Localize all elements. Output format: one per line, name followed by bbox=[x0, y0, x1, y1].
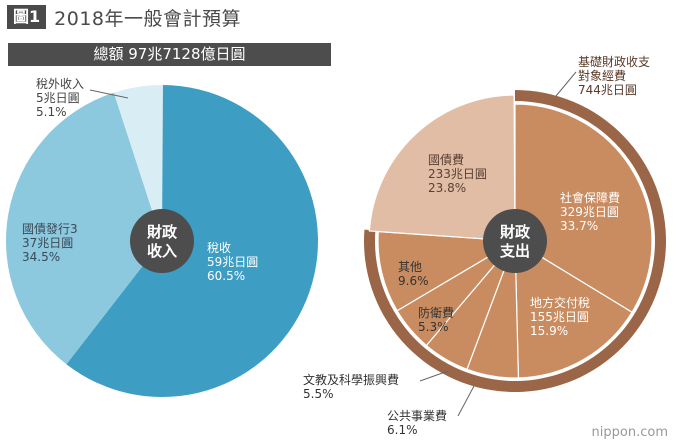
label-other: 其他 9.6% bbox=[398, 260, 429, 288]
label-debt-service-line: 23.8% bbox=[428, 181, 466, 195]
label-debt-service-line: 233兆日圓 bbox=[428, 167, 487, 181]
expenditure-slice-6 bbox=[368, 94, 516, 242]
label-bond-issuance-line: 34.5% bbox=[22, 250, 60, 264]
expenditure-pie: 財政支出 bbox=[363, 90, 666, 392]
revenue-slice-2 bbox=[113, 85, 163, 242]
label-other-line: 9.6% bbox=[398, 274, 429, 288]
leader-primary-balance bbox=[555, 71, 577, 97]
leader-non-tax bbox=[89, 89, 129, 99]
expenditure-slice-1 bbox=[514, 239, 633, 379]
label-public-works-line: 6.1% bbox=[387, 423, 418, 437]
label-primary-balance-line: 744兆日圓 bbox=[578, 83, 637, 97]
label-tax-revenue-line: 稅收 bbox=[207, 241, 231, 255]
label-local-allocation-line: 15.9% bbox=[530, 324, 568, 338]
figure-header: 圖1 2018年一般會計預算 bbox=[7, 4, 241, 30]
revenue-center-line: 收入 bbox=[147, 242, 177, 260]
total-budget-bar: 總額 97兆7128億日圓 bbox=[8, 43, 331, 66]
label-defense: 防衛費 5.3% bbox=[418, 305, 454, 334]
label-primary-balance-line: 對象經費 bbox=[578, 68, 626, 83]
expenditure-center-label: 財政支出 bbox=[499, 223, 531, 260]
label-tax-revenue: 稅收 59兆日圓 60.5% bbox=[207, 241, 258, 283]
figure-title: 2018年一般會計預算 bbox=[54, 7, 241, 30]
label-tax-revenue-line: 60.5% bbox=[207, 269, 245, 283]
label-primary-balance: 基礎財政收支對象經費 744兆日圓 bbox=[578, 54, 650, 97]
label-public-works: 公共事業費 6.1% bbox=[387, 408, 447, 437]
label-public-works-line: 公共事業費 bbox=[387, 408, 447, 423]
chart-labels: 稅收 59兆日圓 60.5% 國債發行3 37兆日圓 34.5% 稅外收入 5兆日圓 5.1% 社… bbox=[22, 54, 650, 437]
label-tax-revenue-line: 59兆日圓 bbox=[207, 255, 258, 269]
label-education-science: 文教及科學振興費 5.5% bbox=[303, 372, 399, 401]
revenue-center-label: 財政收入 bbox=[146, 223, 178, 260]
label-education-science-line: 5.5% bbox=[303, 387, 334, 401]
nippon-logo: nippon.com bbox=[591, 425, 668, 440]
revenue-slice-1 bbox=[5, 92, 162, 365]
label-bond-issuance: 國債發行3 37兆日圓 34.5% bbox=[22, 221, 78, 264]
label-social-security: 社會保障費 329兆日圓 33.7% bbox=[560, 190, 620, 233]
expenditure-slice-0 bbox=[514, 103, 653, 314]
label-non-tax-revenue: 稅外收入 5兆日圓 5.1% bbox=[36, 77, 84, 119]
leader-education bbox=[419, 370, 449, 382]
revenue-pie: 財政收入 bbox=[5, 85, 318, 397]
label-other-line: 其他 bbox=[398, 260, 422, 274]
label-debt-service-line: 國債費 bbox=[428, 152, 464, 167]
leader-public-works bbox=[457, 385, 475, 417]
revenue-center-line: 財政 bbox=[146, 223, 178, 241]
expenditure-center-disc bbox=[483, 209, 547, 273]
figure-label: 圖1 bbox=[7, 5, 47, 29]
expenditure-center-line: 支出 bbox=[499, 242, 530, 260]
label-non-tax-revenue-line: 5.1% bbox=[36, 105, 67, 119]
label-bond-issuance-line: 國債發行3 bbox=[22, 221, 78, 236]
label-social-security-line: 33.7% bbox=[560, 219, 598, 233]
label-primary-balance-line: 基礎財政收支 bbox=[578, 54, 650, 69]
revenue-center-disc bbox=[130, 209, 194, 273]
label-social-security-line: 329兆日圓 bbox=[560, 205, 619, 219]
expenditure-center-line: 財政 bbox=[499, 223, 531, 241]
label-local-allocation-line: 155兆日圓 bbox=[530, 310, 589, 324]
label-non-tax-revenue-line: 5兆日圓 bbox=[36, 91, 80, 105]
label-debt-service: 國債費 233兆日圓 23.8% bbox=[428, 152, 487, 195]
label-social-security-line: 社會保障費 bbox=[560, 190, 620, 205]
label-non-tax-revenue-line: 稅外收入 bbox=[36, 77, 84, 91]
label-local-allocation-line: 地方交付稅 bbox=[530, 295, 590, 310]
label-defense-line: 5.3% bbox=[418, 320, 449, 334]
label-local-allocation: 地方交付稅 155兆日圓 15.9% bbox=[530, 295, 590, 338]
label-bond-issuance-line: 37兆日圓 bbox=[22, 236, 73, 250]
expenditure-slice-5 bbox=[377, 230, 517, 312]
label-defense-line: 防衛費 bbox=[418, 305, 454, 320]
label-education-science-line: 文教及科學振興費 bbox=[303, 372, 399, 387]
